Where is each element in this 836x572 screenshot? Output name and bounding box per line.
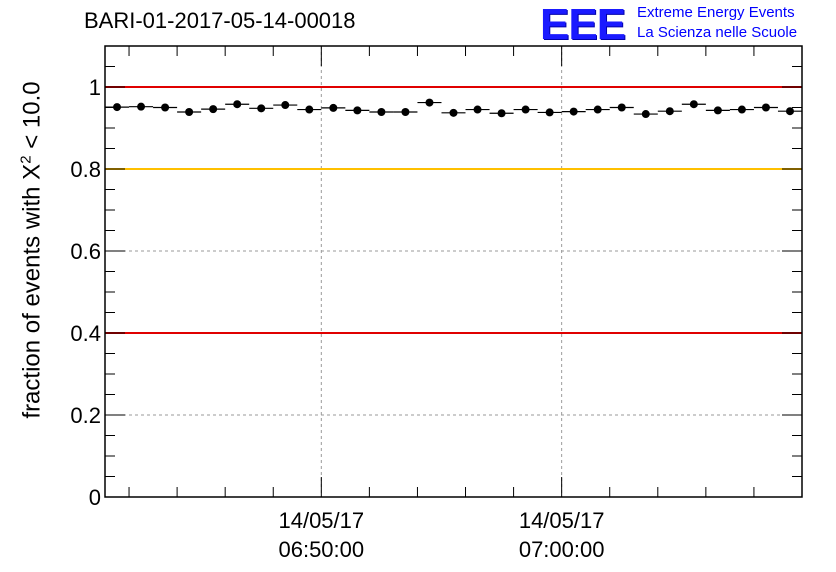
- y-tick-label: 0.2: [70, 403, 101, 428]
- data-point: [737, 105, 746, 114]
- y-tick-label: 0.6: [70, 239, 101, 264]
- x-tick-label-date: 14/05/17: [519, 508, 605, 533]
- data-point: [689, 100, 698, 109]
- logo-text-line-2: La Scienza nelle Scuole: [637, 24, 798, 41]
- y-tick-label: 0.4: [70, 321, 101, 346]
- data-point: [305, 105, 314, 114]
- data-point: [113, 103, 122, 112]
- data-point: [593, 105, 602, 114]
- data-point: [425, 98, 434, 107]
- data-point: [497, 109, 506, 118]
- data-point: [617, 103, 626, 112]
- data-point: [377, 108, 386, 117]
- data-point: [233, 100, 242, 109]
- data-point: [665, 107, 674, 116]
- data-point: [161, 103, 170, 112]
- data-point: [785, 107, 794, 116]
- data-point: [329, 103, 338, 112]
- y-tick-label: 0: [89, 485, 101, 510]
- data-point: [641, 110, 650, 119]
- data-point: [449, 108, 458, 117]
- data-point: [209, 105, 218, 114]
- eee-logo: EEE: [540, 0, 626, 49]
- data-point: [545, 108, 554, 117]
- x-tick-label-time: 07:00:00: [519, 537, 605, 562]
- data-point: [569, 107, 578, 116]
- x-tick-label-date: 14/05/17: [278, 508, 364, 533]
- data-point: [185, 108, 194, 117]
- data-point: [473, 105, 482, 114]
- y-tick-label: 1: [89, 75, 101, 100]
- data-point: [281, 101, 290, 110]
- data-point: [713, 106, 722, 115]
- data-point: [137, 102, 146, 111]
- data-point: [761, 103, 770, 112]
- logo-text-line-1: Extreme Energy Events: [637, 4, 795, 21]
- data-point: [401, 108, 410, 117]
- data-point: [257, 104, 266, 113]
- data-point: [353, 106, 362, 115]
- chart-title: BARI-01-2017-05-14-00018: [84, 8, 356, 33]
- y-tick-label: 0.8: [70, 157, 101, 182]
- data-point: [521, 105, 530, 114]
- x-tick-label-time: 06:50:00: [278, 537, 364, 562]
